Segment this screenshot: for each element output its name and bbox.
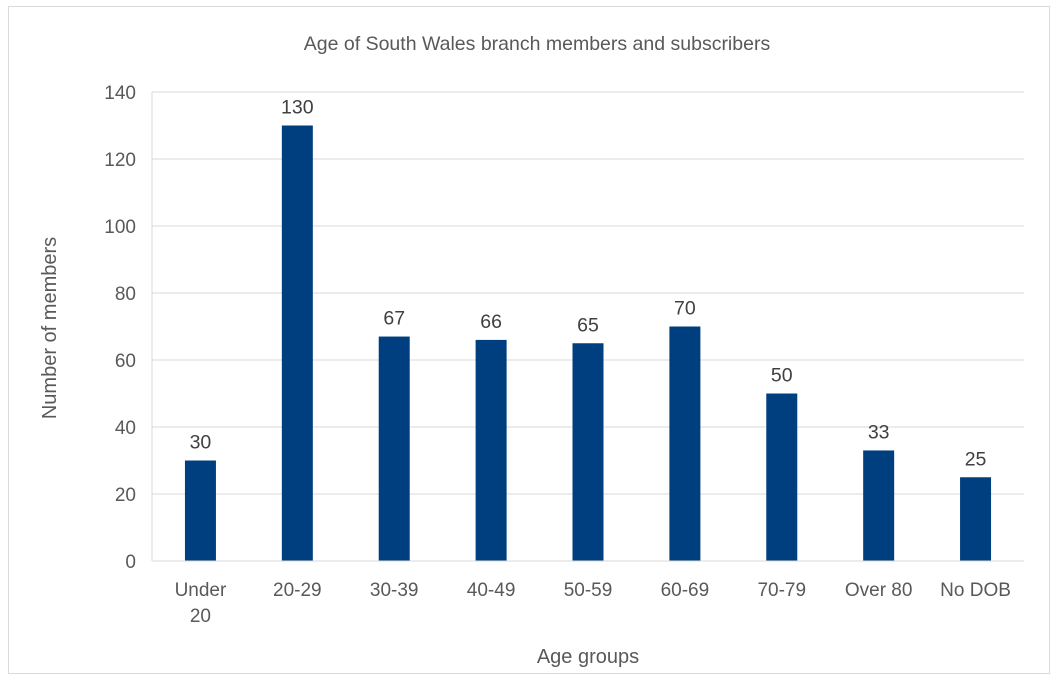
y-axis-ticks: 0 20 40 60 80 100 120 140	[104, 83, 136, 573]
bar	[863, 450, 895, 561]
chart-title: Age of South Wales branch members and su…	[304, 33, 771, 55]
data-label: 50	[771, 365, 793, 387]
data-label: 25	[965, 448, 987, 470]
x-tick-label: 20	[190, 606, 211, 627]
y-tick-label: 40	[115, 418, 136, 439]
y-tick-label: 120	[104, 150, 136, 171]
bar	[572, 343, 604, 561]
x-tick-label: 40-49	[467, 580, 516, 601]
x-tick-label: 30-39	[370, 580, 419, 601]
bar	[960, 477, 992, 561]
y-tick-label: 0	[125, 552, 136, 573]
bar	[281, 125, 313, 561]
x-tick-label: 50-59	[564, 580, 613, 601]
x-tick-label: 60-69	[661, 580, 710, 601]
data-label: 67	[383, 308, 405, 330]
x-axis-ticks: Under 20 20-29 30-39 40-49 50-59 60-69 70-79 Ove…	[175, 580, 1011, 627]
y-tick-label: 60	[115, 351, 136, 372]
data-label: 70	[674, 298, 696, 320]
chart-frame	[8, 6, 1050, 674]
data-label: 65	[577, 314, 599, 336]
data-label: 130	[281, 97, 314, 119]
data-label: 33	[868, 421, 890, 443]
bar	[766, 393, 798, 561]
x-axis-title: Age groups	[537, 646, 639, 668]
y-tick-label: 140	[104, 83, 136, 104]
x-tick-label: 70-79	[757, 580, 806, 601]
x-tick-label: No DOB	[940, 580, 1011, 601]
x-tick-label: 20-29	[273, 580, 322, 601]
bars	[184, 125, 992, 561]
data-label: 66	[480, 311, 502, 333]
data-labels: 30 130 67 66 65 70 50 33 25	[190, 97, 987, 471]
bar	[475, 339, 507, 561]
y-tick-label: 100	[104, 217, 136, 238]
data-label: 30	[190, 432, 212, 454]
bar	[184, 460, 216, 561]
x-tick-label: Under	[175, 580, 227, 601]
y-tick-label: 20	[115, 485, 136, 506]
x-tick-label: Over 80	[845, 580, 913, 601]
y-axis-title: Number of members	[39, 237, 61, 419]
y-tick-label: 80	[115, 284, 136, 305]
bar	[378, 336, 410, 561]
bar	[669, 326, 701, 561]
